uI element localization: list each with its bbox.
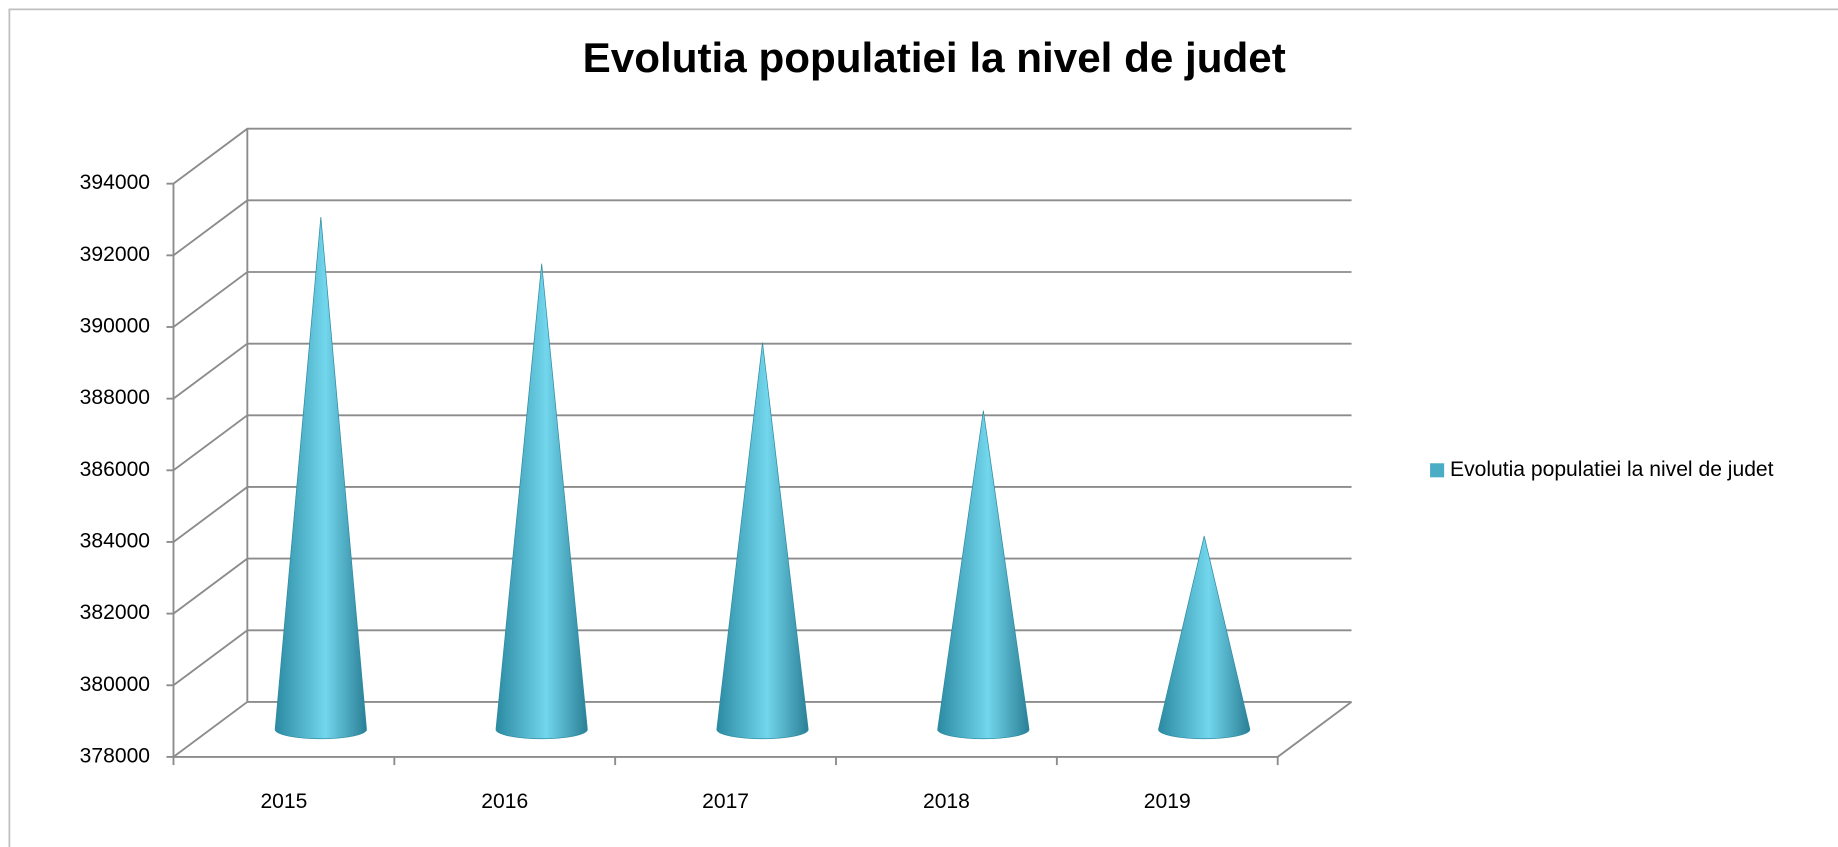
y-tick-label: 382000: [80, 601, 150, 624]
grid-line: [172, 271, 1352, 328]
cone: [1158, 535, 1251, 740]
grid-line: [172, 342, 1352, 400]
legend-swatch: [1430, 463, 1445, 478]
y-tick-label: 388000: [80, 386, 150, 409]
x-tick-label: 2017: [702, 790, 749, 813]
cone: [716, 342, 809, 740]
x-tick-label: 2018: [923, 790, 970, 813]
cone: [274, 217, 367, 740]
chart-title: Evolutia populatiei la nivel de judet: [583, 34, 1286, 81]
x-tick-label: 2019: [1144, 790, 1191, 813]
grid-line: [172, 127, 1352, 185]
y-tick-label: 392000: [80, 243, 150, 266]
grid-line: [172, 199, 1352, 257]
y-tick-label: 378000: [80, 744, 150, 767]
y-tick-label: 390000: [80, 315, 150, 338]
y-tick-label: 386000: [80, 458, 150, 481]
x-tick-label: 2015: [260, 790, 307, 813]
x-tick-label: 2016: [481, 790, 528, 813]
legend-label: Evolutia populatiei la nivel de judet: [1450, 458, 1774, 481]
y-tick-label: 380000: [80, 673, 150, 696]
cone: [495, 263, 588, 740]
cone: [937, 410, 1030, 740]
y-tick-label: 394000: [80, 171, 150, 194]
y-tick-label: 384000: [80, 530, 150, 553]
